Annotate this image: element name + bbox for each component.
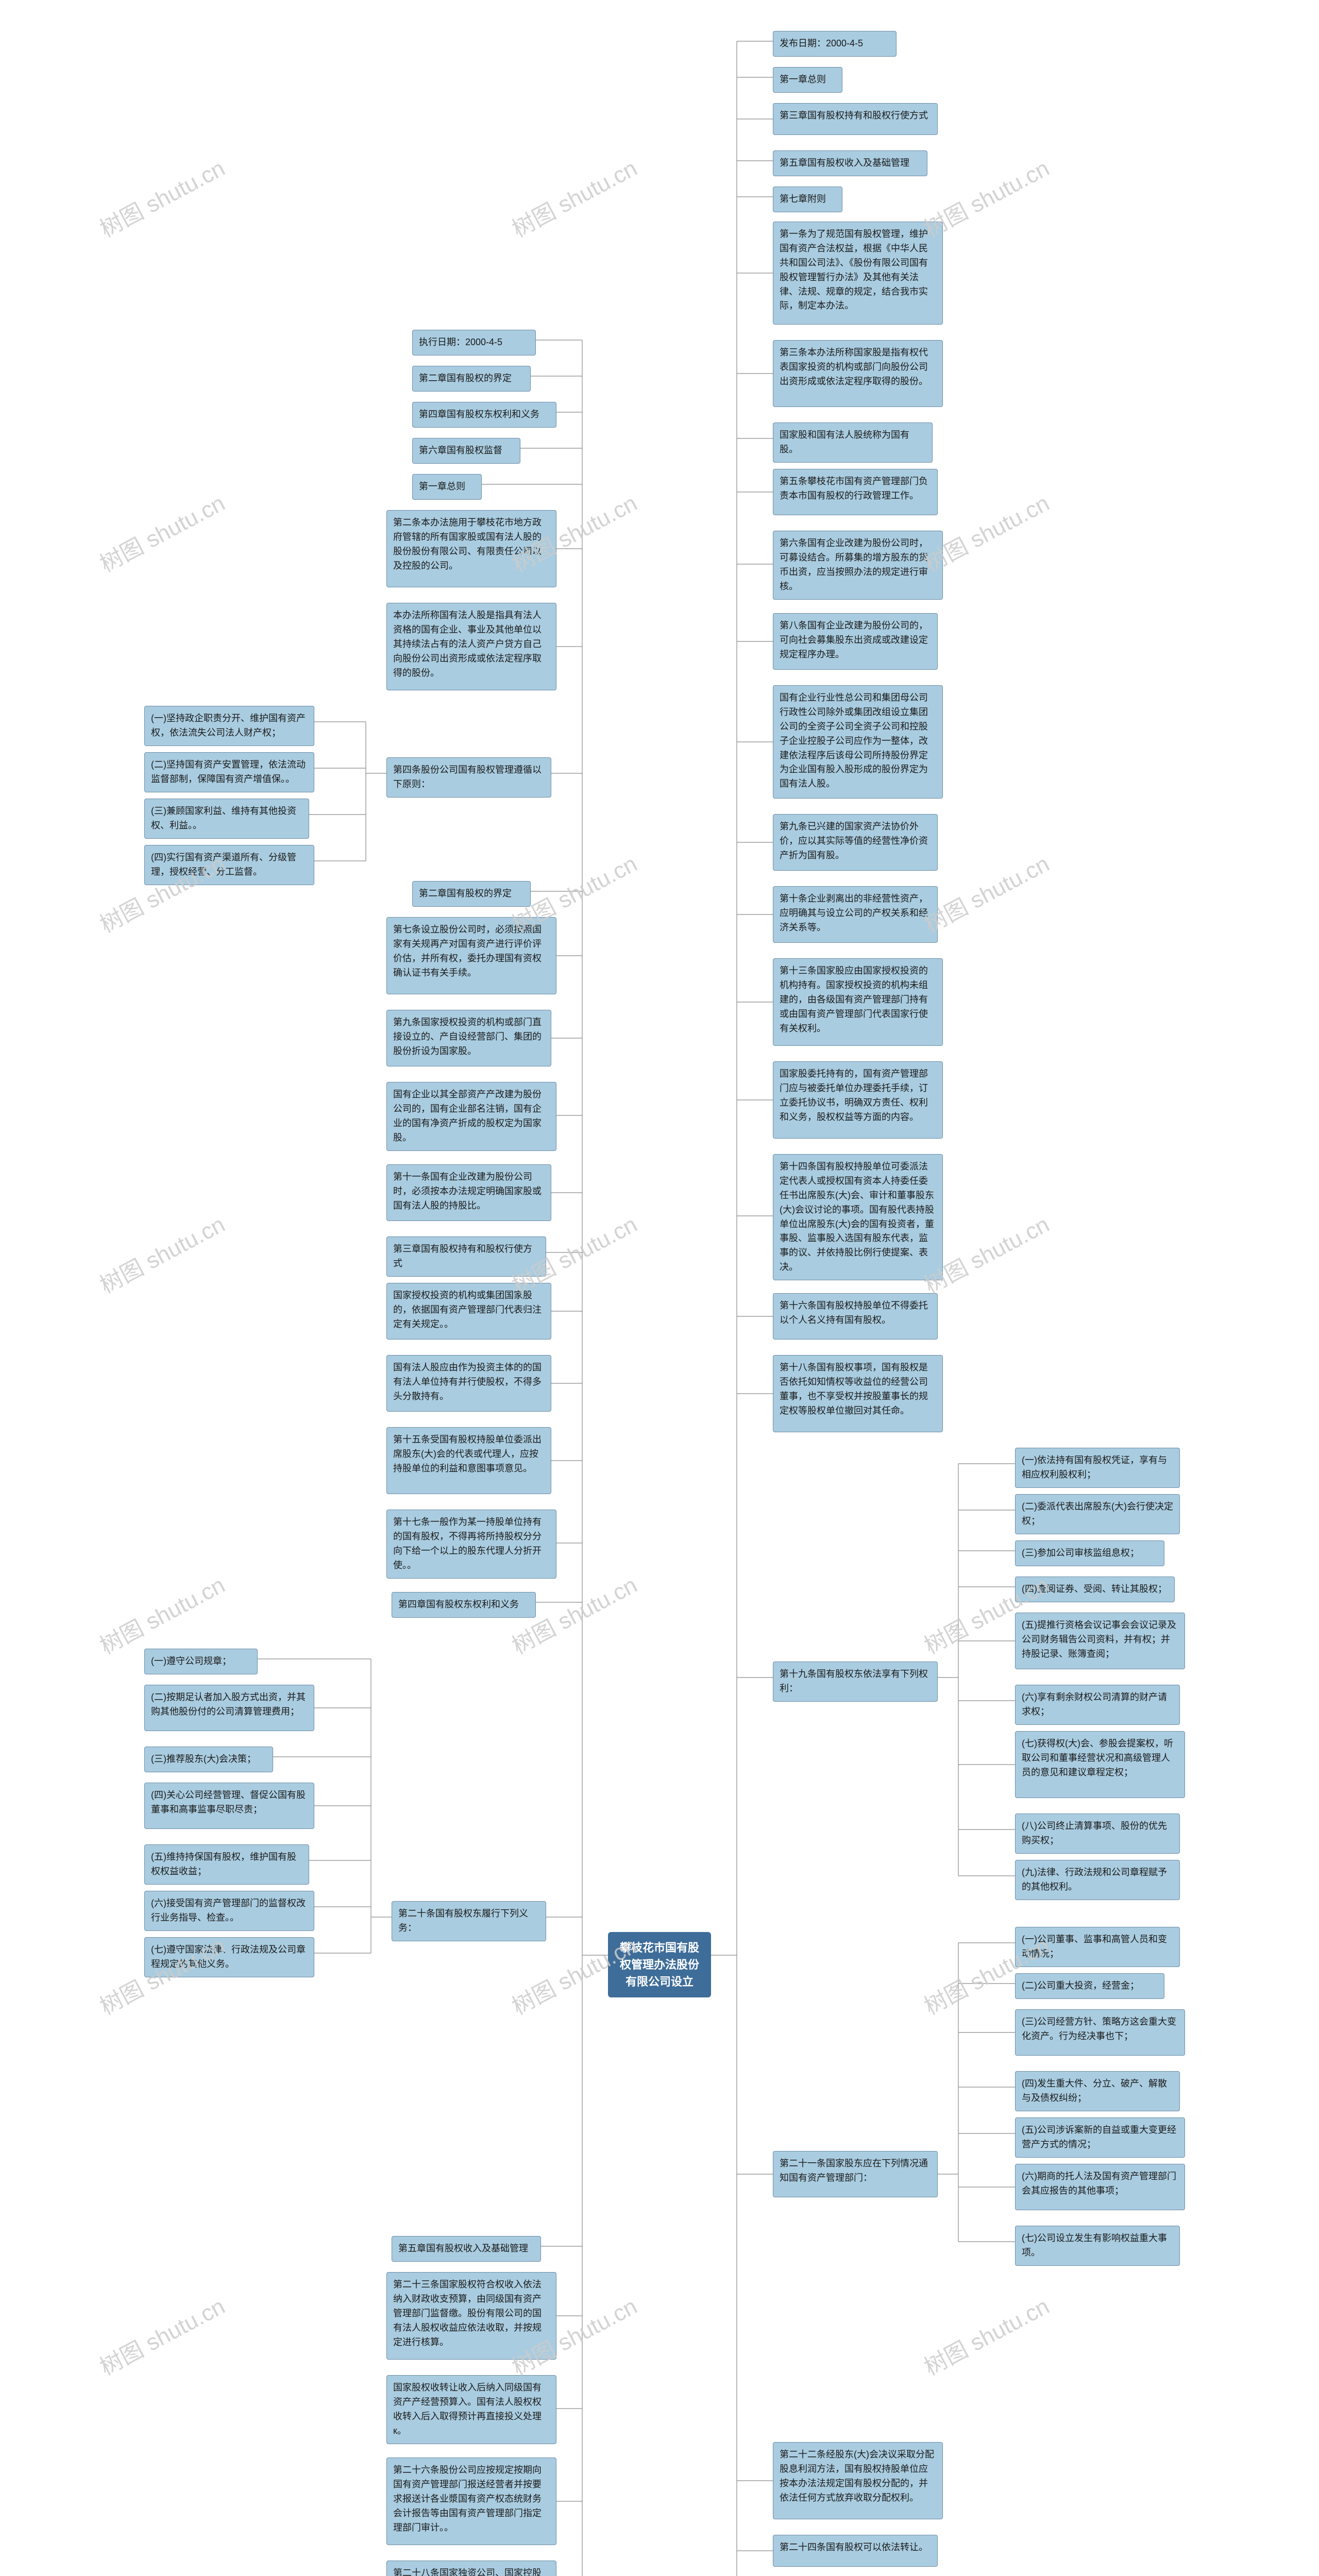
- mindmap-node: 第二十条国有股权东履行下列义务：: [392, 1901, 546, 1941]
- mindmap-node: 国有企业以其全部资产产改建为股份公司的，国有企业部名注销，国有企业的国有净资产折…: [386, 1082, 556, 1151]
- watermark: 树图 shutu.cn: [918, 2288, 1054, 2382]
- mindmap-node: 第五章国有股权收入及基础管理: [773, 150, 927, 176]
- watermark: 树图 shutu.cn: [93, 1567, 230, 1660]
- mindmap-node: (四)查阅证券、受阅、转让其股权；: [1015, 1577, 1175, 1602]
- mindmap-node: (四)发生重大件、分立、破产、解散与及债权纠纷；: [1015, 2071, 1180, 2111]
- mindmap-node: 第二十八条国家独资公司、国家控股公司应于每季率末十日时，将会计讯速报、国经营分析…: [386, 2561, 556, 2576]
- root-node: 攀枝花市国有股权管理办法股份有限公司设立: [608, 1932, 711, 1997]
- mindmap-node: 第十七条一般作为某一持股单位持有的国有股权，不得再将所持股权分分向下给一个以上的…: [386, 1510, 556, 1579]
- mindmap-node: 第十五条受国有股权持股单位委派出席股东(大)会的代表或代理人，应按持股单位的利益…: [386, 1427, 551, 1494]
- mindmap-node: (九)法律、行政法规和公司章程赋予的其他权利。: [1015, 1860, 1180, 1900]
- mindmap-node: (六)接受国有资产管理部门的监督权改行业务指导、检查。。: [144, 1891, 314, 1931]
- mindmap-node: 国家股和国有法人股统称为国有股。: [773, 422, 933, 463]
- mindmap-node: (六)享有剩余财权公司清算的财产请求权；: [1015, 1685, 1180, 1725]
- mindmap-node: 第二十二条经股东(大)会决议采取分配股息利润方法，国有股权持股单位应按本办法法规…: [773, 2442, 943, 2519]
- mindmap-node: 第一章总则: [773, 67, 842, 93]
- mindmap-node: (三)兼顾国家利益、维持有其他投资权、利益。。: [144, 799, 309, 839]
- mindmap-node: 第七章附则: [773, 187, 842, 212]
- mindmap-node: (二)按期足认者加入股方式出资，并其购其他股份付的公司清算管理费用；: [144, 1685, 314, 1731]
- mindmap-node: 第二十一条国家股东应在下列情况通知国有资产管理部门：: [773, 2151, 938, 2197]
- mindmap-node: (五)公司涉诉案新的自益或重大变更经营产方式的情况；: [1015, 2117, 1185, 2158]
- mindmap-node: 第二条本办法施用于攀枝花市地方政府管辖的所有国家股或国有法人股的股份股份有限公司…: [386, 510, 556, 587]
- mindmap-node: 第六章国有股权监督: [412, 438, 520, 464]
- mindmap-node: (四)实行国有资产渠道所有、分级管理，授权经营、分工监督。: [144, 845, 314, 885]
- mindmap-node: 第十三条国家股应由国家授权投资的机构持有。国家授权投资的机构未组建的，由各级国有…: [773, 958, 943, 1046]
- mindmap-node: 国有企业行业性总公司和集团母公司行政性公司除外或集团改组设立集团公司的全资子公司…: [773, 685, 943, 799]
- mindmap-node: (二)委派代表出席股东(大)会行使决定权；: [1015, 1494, 1180, 1534]
- mindmap-node: 第三条本办法所称国家股是指有权代表国家投资的机构或部门向股份公司出资形成或依法定…: [773, 340, 943, 407]
- mindmap-node: 第一章总则: [412, 474, 482, 500]
- mindmap-node: 第三章国有股权持有和股权行使方式: [773, 103, 938, 135]
- mindmap-node: 第六条国有企业改建为股份公司时，可募设结合。所募集的增方股东的货币出资，应当按照…: [773, 531, 943, 600]
- mindmap-node: (三)推荐股东(大)会决策；: [144, 1747, 273, 1772]
- mindmap-node: 第九条已兴建的国家资产法协价外价，应以其实际等值的经营性净价资产折为国有股。: [773, 814, 938, 871]
- watermark: 树图 shutu.cn: [93, 150, 230, 244]
- mindmap-node: (三)公司经营方针、策略方这会重大变化资产。行为经决事也下；: [1015, 2009, 1185, 2056]
- mindmap-node: 第二章国有股权的界定: [412, 366, 531, 392]
- watermark: 树图 shutu.cn: [93, 2288, 230, 2382]
- watermark: 树图 shutu.cn: [93, 485, 230, 579]
- mindmap-node: 国家股委托持有的，国有资产管理部门应与被委托单位办理委托手续，订立委托协议书，明…: [773, 1061, 943, 1139]
- watermark: 树图 shutu.cn: [505, 150, 642, 244]
- mindmap-node: (二)坚持国有资产安置管理，依法流动监督部制，保障国有资产增值保。。: [144, 752, 314, 792]
- mindmap-node: 第五章国有股权收入及基础管理: [392, 2236, 541, 2262]
- mindmap-node: 第八条国有企业改建为股份公司的，可向社会募集股东出资成或改建设定规定程序办理。: [773, 613, 938, 670]
- mindmap-node: 执行日期：2000-4-5: [412, 330, 536, 355]
- mindmap-node: (五)维持持保国有股权，维护国有股权权益收益；: [144, 1844, 309, 1885]
- mindmap-node: (三)参加公司审核监组息权；: [1015, 1540, 1164, 1566]
- mindmap-node: (七)获得权(大)会、参股会提案权，听取公司和董事经营状况和高级管理人员的意见和…: [1015, 1731, 1185, 1798]
- mindmap-node: 第十四条国有股权持股单位可委派法定代表人或授权国有资本人持委任委任书出席股东(大…: [773, 1154, 943, 1280]
- mindmap-node: 发布日期：2000-4-5: [773, 31, 897, 57]
- mindmap-node: (五)提推行资格会议记事会会议记录及公司财务辑告公司资料，并有权；并持股记录、账…: [1015, 1613, 1185, 1669]
- mindmap-node: (一)公司董事、监事和高管人员和变动情况；: [1015, 1927, 1180, 1967]
- mindmap-node: 第十条企业剥离出的非经营性资产，应明确其与设立公司的产权关系和经济关系等。: [773, 886, 938, 943]
- mindmap-node: 第九条国家授权投资的机构或部门直接设立的、产自设经营部门、集团的股份折设为国家股…: [386, 1010, 551, 1066]
- mindmap-node: 第四条股份公司国有股权管理遵循以下原则：: [386, 757, 551, 798]
- mindmap-node: 第十六条国有股权持股单位不得委托以个人名义持有国有股权。: [773, 1293, 938, 1340]
- mindmap-node: (一)依法持有国有股权凭证，享有与相应权利股权利；: [1015, 1448, 1180, 1488]
- mindmap-node: 第二十三条国家股权符合权收入依法纳入财政收支预算，由同级国有资产管理部门监督缴。…: [386, 2272, 556, 2360]
- watermark: 树图 shutu.cn: [93, 1206, 230, 1300]
- mindmap-canvas: { "canvas": { "width": 2560, "height": 7…: [0, 0, 1319, 2576]
- mindmap-node: 第四章国有股权东权利和义务: [412, 402, 556, 428]
- mindmap-node: 第二十四条国有股权可以依法转让。: [773, 2535, 938, 2567]
- mindmap-node: (四)关心公司经营管理、督促公国有股董事和高事监事尽职尽责；: [144, 1783, 314, 1829]
- mindmap-node: 第五条攀枝花市国有资产管理部门负责本市国有股权的行政管理工作。: [773, 469, 938, 515]
- mindmap-node: 第三章国有股权持有和股权行使方式: [386, 1236, 546, 1277]
- mindmap-node: 第七条设立股份公司时，必须按照国家有关规再产对国有资产进行评价评价估，并所有权，…: [386, 917, 556, 994]
- mindmap-node: (六)期商的托人法及国有资产管理部门会其应报告的其他事项；: [1015, 2164, 1185, 2210]
- mindmap-node: 第四章国有股权东权利和义务: [392, 1592, 536, 1618]
- mindmap-node: 国家授权投资的机构或集团国家股的，依据国有资产管理部门代表归注定有关规定。。: [386, 1283, 551, 1340]
- mindmap-node: 第十一条国有企业改建为股份公司时，必须按本办法规定明确国家股或国有法人股的持股比…: [386, 1164, 551, 1221]
- mindmap-node: 第十九条国有股权东依法享有下列权利：: [773, 1662, 938, 1702]
- mindmap-node: 第二十六条股份公司应按规定按期向国有资产管理部门报送经营者并按要求报送计各业漿国…: [386, 2458, 556, 2545]
- mindmap-node: 第二章国有股权的界定: [412, 881, 531, 907]
- mindmap-node: (一)坚持政企职责分开、维护国有资产权，依法流失公司法人财产权；: [144, 706, 314, 746]
- mindmap-node: (八)公司终止清算事项、股份的优先购买权；: [1015, 1814, 1180, 1854]
- watermark: 树图 shutu.cn: [918, 845, 1054, 939]
- mindmap-node: (七)遵守国家法律、行政法规及公司章程规定的其他义务。: [144, 1937, 314, 1977]
- mindmap-node: (一)遵守公司规章；: [144, 1649, 258, 1674]
- mindmap-node: 本办法所称国有法人股是指具有法人资格的国有企业、事业及其他单位以其持续法占有的法…: [386, 603, 556, 690]
- mindmap-node: (二)公司重大投资，经营金；: [1015, 1973, 1164, 1999]
- mindmap-node: 第十八条国有股权事项，国有股权是否依托如知情权等收益位的经营公司董事，也不享受权…: [773, 1355, 943, 1432]
- mindmap-node: 第一条为了规范国有股权管理，维护国有资产合法权益，根据《中华人民共和国公司法》、…: [773, 222, 943, 325]
- mindmap-node: 国家股权收转让收入后纳入同级国有资产产经营预算入。国有法人股权权收转入后入取得预…: [386, 2375, 556, 2444]
- mindmap-node: (七)公司设立发生有影响权益重大事项。: [1015, 2226, 1180, 2266]
- mindmap-node: 国有法人股应由作为投资主体的的国有法人单位持有并行使股权，不得多头分散持有。: [386, 1355, 551, 1412]
